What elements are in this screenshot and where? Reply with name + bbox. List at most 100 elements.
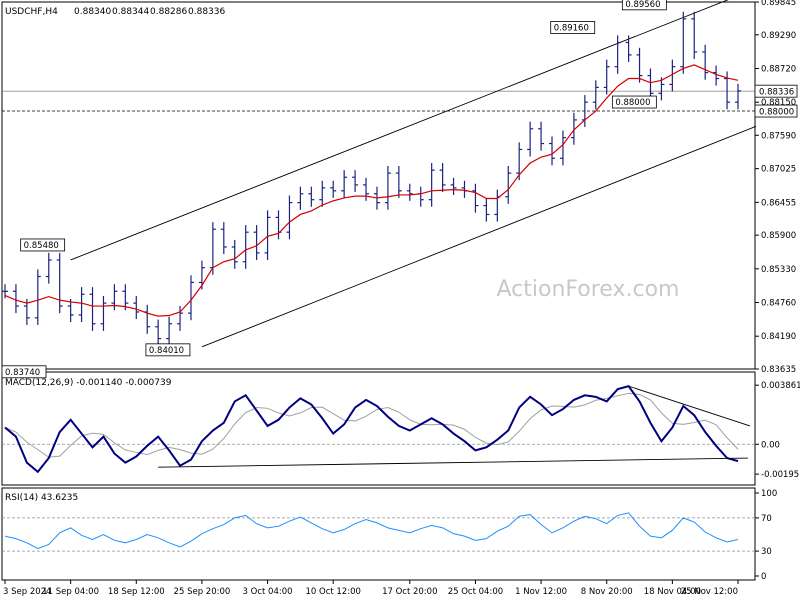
ohlc-bar <box>144 304 151 334</box>
time-tick-label: 25 Sep 20:00 <box>174 587 231 597</box>
panel-frames <box>1 1 756 581</box>
ohlc-bar <box>570 112 577 145</box>
ohlc-bar <box>625 35 632 62</box>
ohlc-bar <box>177 306 184 331</box>
macd-signal-line <box>4 392 739 458</box>
swing-label: 0.89560 <box>621 0 667 11</box>
ohlc-bar <box>363 177 370 201</box>
time-tick-label: 18 Nov 04:00 <box>644 587 701 597</box>
channel-upper-line <box>70 0 729 261</box>
rsi-panel-frame <box>1 487 756 581</box>
swing-label: 0.89160 <box>550 21 596 34</box>
ohlc-bar <box>100 296 107 331</box>
swing-label-box <box>20 238 66 252</box>
swing-label-text: 0.84010 <box>149 346 184 356</box>
price-y-tick-label: 0.88150 <box>761 98 796 108</box>
time-tick-label: 8 Nov 20:00 <box>581 587 633 597</box>
swing-labels: 0.85480 0.84010 0.89160 0.89560 0.88000 0.837… <box>1 0 667 379</box>
swing-label-text: 0.85480 <box>24 241 59 251</box>
level-tag: 0.88000 <box>754 104 798 118</box>
ohlc-bar <box>78 287 85 323</box>
swing-label-text: 0.88000 <box>615 98 650 108</box>
ohlc-bar <box>341 170 348 198</box>
price-y-tick-label: 0.85900 <box>761 231 796 241</box>
swing-label: 0.83740 <box>1 365 47 379</box>
time-tick-label: 25 Nov 12:00 <box>681 587 738 597</box>
ohlc-bar <box>133 296 140 320</box>
price-y-tick-label: 0.87025 <box>761 165 796 175</box>
ohlc-bar <box>253 225 260 260</box>
time-tick-label: 1 Nov 12:00 <box>515 587 567 597</box>
ohlc-bar <box>122 284 129 311</box>
ohlc-bar <box>439 163 446 193</box>
ohlc-bar <box>691 11 698 60</box>
ohlc-bar <box>220 222 227 255</box>
price-title: USDCHF,H4 <box>5 7 58 17</box>
rsi-y-tick-label: 0 <box>761 572 766 582</box>
ohlc-bar <box>516 142 523 181</box>
ohlc-bar <box>275 210 282 240</box>
ohlc-bar <box>483 198 490 222</box>
price-y-tick-label: 0.89290 <box>761 31 796 41</box>
ohlc-bar <box>264 210 271 260</box>
ohlc-bar <box>319 180 326 207</box>
ohlc-bar <box>406 183 413 201</box>
price-y-tick-label: 0.83635 <box>761 365 796 375</box>
current-price-label: 0.88336 <box>759 88 794 98</box>
ohlc-bar <box>592 80 599 110</box>
current-price-tag: 0.88336 <box>754 84 798 98</box>
ohlc-bar <box>603 59 610 95</box>
ohlc-bar <box>166 316 173 346</box>
ohlc-bar <box>472 183 479 213</box>
ohlc-bar <box>614 35 621 74</box>
macd-title: MACD(12,26,9) -0.001140 -0.000739 <box>5 378 172 388</box>
ohlc-bar <box>735 83 741 110</box>
ohlc-bar <box>428 163 435 207</box>
swing-label-text: 0.89560 <box>625 0 660 10</box>
macd-y-tick-label: 0.00 <box>761 440 780 450</box>
ohlc-bar <box>330 180 337 198</box>
ohlc-bar <box>417 186 424 207</box>
time-tick-label: 3 Sep 2024 <box>3 587 51 597</box>
swing-label: 0.84010 <box>145 343 191 357</box>
swing-label-text: 0.89160 <box>554 23 589 33</box>
price-y-tick-label: 0.89845 <box>761 0 796 8</box>
price-y-axis: 0.89845 0.89290 0.88720 0.88150 0.87590 0.870… <box>755 0 796 375</box>
swing-label-box <box>621 0 667 11</box>
ohlc-bar <box>505 165 512 204</box>
time-tick-label: 11 Sep 04:00 <box>42 587 99 597</box>
ohlc-header-value: 0.88340 <box>74 7 111 17</box>
ohlc-bar <box>395 165 402 198</box>
ohlc-bar <box>713 65 720 86</box>
ohlc-bar <box>559 130 566 166</box>
ohlc-bar <box>187 275 194 321</box>
time-tick-label: 18 Sep 12:00 <box>108 587 165 597</box>
moving-average-line <box>4 64 739 317</box>
ohlc-bar <box>34 269 41 325</box>
macd-line <box>4 384 739 474</box>
ohlc-bar <box>286 195 293 240</box>
price-y-tick-label: 0.86455 <box>761 198 796 208</box>
rsi-y-tick-label: 70 <box>761 514 772 524</box>
macd-y-tick-label: -0.00195 <box>761 470 799 480</box>
swing-label: 0.88000 <box>611 95 657 109</box>
swing-label: 0.85480 <box>20 238 66 252</box>
price-panel-frame <box>1 1 756 370</box>
ohlc-header-value: 0.88344 <box>112 7 149 17</box>
price-y-tick-label: 0.85330 <box>761 265 796 275</box>
swing-label-box <box>550 21 596 34</box>
ohlc-bar <box>308 186 315 207</box>
macd-panel: 0.003861 0.00 -0.00195 MACD(12,26,9) -0.001… <box>2 378 800 480</box>
ohlc-bar <box>669 59 676 92</box>
macd-support-line <box>158 457 749 468</box>
current-price-box <box>754 84 798 98</box>
price-y-tick-label: 0.87590 <box>761 131 796 141</box>
macd-resistance-line <box>628 385 751 427</box>
rsi-title: RSI(14) 43.6235 <box>5 493 78 503</box>
rsi-y-tick-label: 30 <box>761 547 772 557</box>
ohlc-bar <box>527 121 534 157</box>
price-title-group: USDCHF,H4 0.88340 0.88344 0.88286 0.88336 <box>5 7 225 17</box>
